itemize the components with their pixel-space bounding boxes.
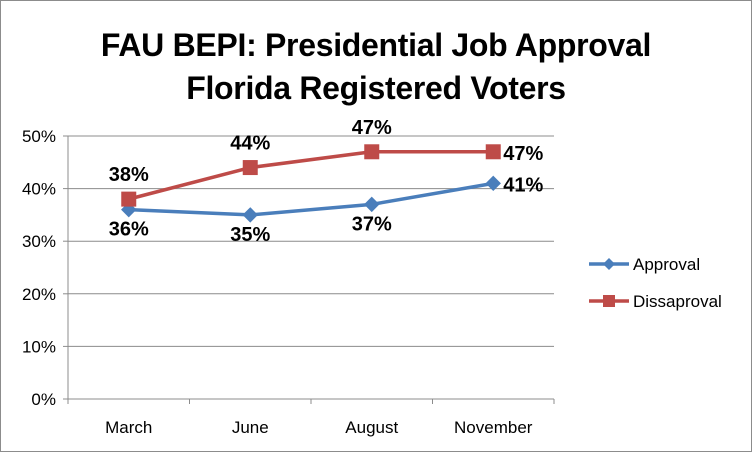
data-label: 47% (503, 143, 543, 165)
series-line (128, 150, 494, 201)
data-label: 41% (503, 174, 543, 196)
data-label: 36% (109, 219, 149, 241)
series-point (364, 196, 380, 213)
chart-title-line-1: FAU BEPI: Presidential Job Approval (100, 27, 652, 63)
data-label: 35% (230, 224, 270, 246)
series-point (364, 144, 380, 160)
series-point (242, 207, 258, 223)
data-label: 44% (230, 133, 270, 155)
series-point (121, 191, 137, 207)
x-tick-label: June (232, 418, 269, 437)
series-point (485, 144, 501, 160)
x-tick-label: August (345, 418, 398, 437)
series-point (485, 175, 501, 192)
x-tick-label: March (105, 418, 152, 437)
legend-label: Approval (633, 255, 700, 274)
y-tick-label: 20% (22, 285, 56, 304)
legend-marker (603, 295, 615, 307)
y-tick-label: 10% (22, 337, 56, 356)
series-line (128, 181, 494, 217)
data-label: 37% (352, 213, 392, 235)
legend-label: Dissaproval (633, 292, 722, 311)
chart-title-line-2: Florida Registered Voters (186, 70, 566, 106)
y-tick-label: 50% (22, 127, 56, 146)
data-label: 47% (352, 117, 392, 139)
series-point (242, 160, 258, 176)
y-tick-label: 40% (22, 180, 56, 199)
legend-marker (603, 258, 615, 270)
y-tick-label: 0% (31, 390, 56, 409)
x-tick-label: November (454, 418, 533, 437)
data-label: 38% (109, 164, 149, 186)
y-tick-label: 30% (22, 232, 56, 251)
